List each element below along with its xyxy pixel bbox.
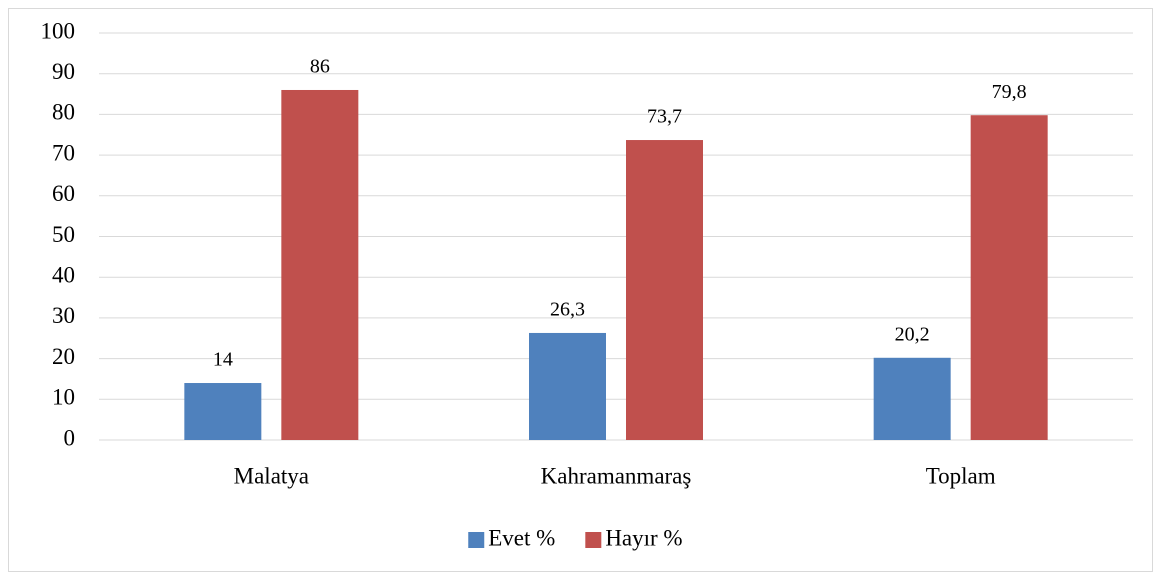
- y-tick-label: 60: [52, 181, 75, 206]
- y-tick-label: 50: [52, 222, 75, 247]
- bar: [873, 357, 951, 440]
- y-tick-label: 40: [52, 262, 75, 287]
- legend-swatch: [585, 532, 602, 548]
- chart-border: [8, 8, 1153, 572]
- y-tick-label: 20: [52, 344, 75, 369]
- y-tick-label: 70: [52, 140, 75, 165]
- data-label: 86: [310, 56, 330, 78]
- x-tick-label: Toplam: [926, 463, 996, 488]
- y-tick-label: 90: [52, 59, 75, 84]
- data-label: 26,3: [550, 299, 585, 321]
- y-tick-label: 100: [41, 18, 76, 43]
- bar: [529, 332, 606, 440]
- x-tick-label: Kahramanmaraş: [541, 463, 692, 488]
- legend-label: Hayır %: [605, 525, 682, 550]
- x-tick-label: Malatya: [234, 463, 309, 488]
- bar: [281, 89, 359, 440]
- bar: [184, 383, 262, 440]
- data-label: 14: [213, 349, 233, 371]
- legend-swatch: [468, 532, 485, 548]
- data-label: 79,8: [992, 81, 1027, 103]
- bar: [626, 140, 703, 440]
- y-tick-label: 30: [52, 303, 75, 328]
- bar: [970, 115, 1048, 441]
- y-tick-label: 80: [52, 100, 75, 125]
- data-label: 20,2: [895, 323, 930, 345]
- legend-label: Evet %: [488, 525, 555, 550]
- y-tick-label: 10: [52, 385, 75, 410]
- data-label: 73,7: [647, 106, 682, 128]
- y-tick-label: 0: [64, 425, 76, 450]
